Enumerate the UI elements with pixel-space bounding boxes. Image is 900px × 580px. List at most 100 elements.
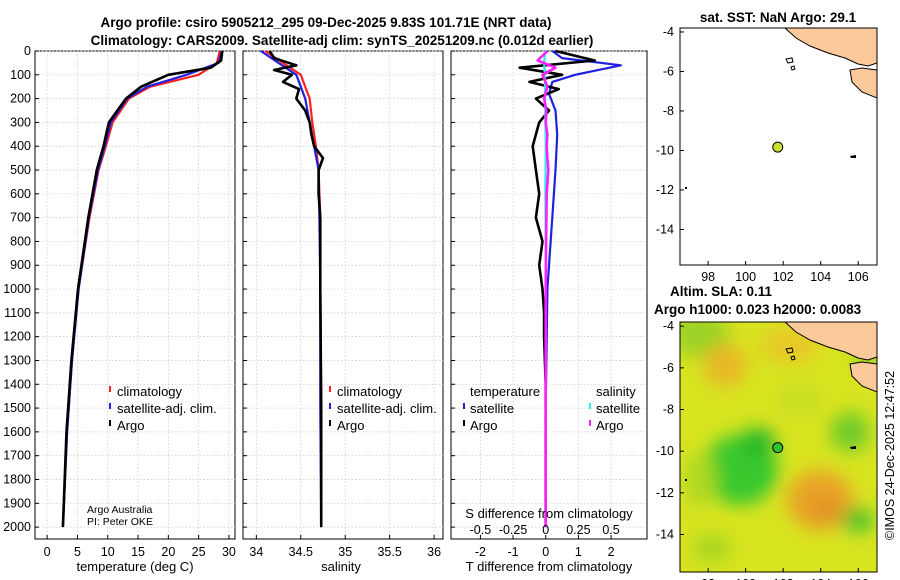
lon-tick-label: 104 (810, 577, 831, 580)
java-land (849, 67, 877, 99)
island-outline (785, 57, 794, 64)
lon-tick-label: 100 (735, 577, 756, 580)
x-tick-label: 35.5 (377, 545, 401, 559)
x-tick-label: 20 (161, 545, 175, 559)
sla-map-title1: Altim. SLA: 0.11 (670, 284, 773, 299)
s-tick-label: 0.5 (602, 523, 619, 537)
sst-land (685, 28, 877, 189)
difference-top-label: S difference from climatology (465, 506, 633, 521)
legend-satellite-label: satellite-adj. clim. (337, 401, 437, 416)
legend-satellite-label: satellite-adj. clim. (117, 401, 217, 416)
series-t-satellite (544, 50, 623, 528)
sumatra-land (784, 322, 877, 361)
legend-s-satellite-label: satellite (596, 401, 640, 416)
difference-xlabel: T difference from climatology (466, 559, 633, 574)
island-dot (685, 479, 687, 481)
sla-argo-marker (772, 442, 784, 454)
x-tick-label: 34.5 (289, 545, 313, 559)
temperature-xlabel: temperature (deg C) (76, 559, 193, 574)
legend-s-argo-label: Argo (596, 418, 623, 433)
x-tick-label: 0 (542, 545, 549, 559)
depth-tick-label: 600 (10, 187, 31, 201)
depth-tick-label: 1400 (3, 377, 31, 391)
x-tick-label: 0 (44, 545, 51, 559)
lat-tick-label: -12 (656, 486, 674, 500)
depth-tick-label: 1300 (3, 353, 31, 367)
sst-argo-marker (772, 141, 784, 153)
lon-tick-label: 100 (735, 270, 756, 284)
island-outline (790, 65, 796, 71)
legend-temperature-header: temperature (470, 384, 540, 399)
difference-legend: temperature satellite Argo salinity sate… (463, 384, 640, 433)
legend-argo-label: Argo (117, 418, 144, 433)
island-outline (850, 155, 856, 158)
credit-line2: PI: Peter OKE (87, 516, 153, 528)
x-tick-label: 35 (338, 545, 352, 559)
credit-line1: Argo Australia (87, 504, 153, 516)
depth-tick-label: 1900 (3, 496, 31, 510)
depth-tick-label: 1200 (3, 330, 31, 344)
x-tick-label: -2 (475, 545, 486, 559)
legend-t-satellite-label: satellite (470, 401, 514, 416)
depth-tick-label: 400 (10, 139, 31, 153)
lon-tick-label: 106 (848, 577, 869, 580)
legend-salinity-header: salinity (596, 384, 636, 399)
lon-tick-label: 106 (848, 270, 869, 284)
lat-tick-label: -8 (663, 104, 674, 118)
series-s-argo (536, 50, 557, 528)
depth-tick-label: 700 (10, 211, 31, 225)
temperature-panel: 0100200300400500600700800900100011001200… (3, 44, 236, 574)
x-tick-label: 36 (427, 545, 441, 559)
legend-climatology-label: climatology (337, 384, 403, 399)
legend-t-argo-label: Argo (470, 418, 497, 433)
lat-tick-label: -6 (663, 361, 674, 375)
legend-argo-label: Argo (337, 418, 364, 433)
timestamp: ©IMOS 24-Dec-2025 12:47:52 (883, 371, 897, 540)
lat-tick-label: -6 (663, 64, 674, 78)
x-tick-label: 5 (74, 545, 81, 559)
lon-tick-label: 102 (773, 270, 794, 284)
salinity-panel: 34 34.5 35 35.5 36 salinity climatology sate… (242, 50, 444, 574)
depth-tick-label: 1600 (3, 425, 31, 439)
depth-tick-label: 1700 (3, 449, 31, 463)
salinity-axes-frame (242, 50, 444, 540)
series-t-argo (518, 49, 597, 528)
sst-map-panel: sat. SST: NaN Argo: 29.1 98 100 102 104 106 -… (656, 10, 878, 284)
lat-tick-label: -12 (656, 183, 674, 197)
lat-tick-label: -10 (656, 444, 674, 458)
sla-map-frame (679, 321, 878, 573)
depth-tick-label: 1000 (3, 282, 31, 296)
figure-title-line1: Argo profile: csiro 5905212_295 09-Dec-2… (101, 15, 552, 30)
x-tick-label: -1 (508, 545, 519, 559)
depth-tick-label: 200 (10, 92, 31, 106)
lat-tick-label: -10 (656, 143, 674, 157)
lon-tick-label: 104 (810, 270, 831, 284)
depth-tick-label: 0 (24, 44, 31, 58)
sst-map-frame (679, 27, 878, 266)
temperature-axes-frame (34, 50, 236, 540)
island-outline (790, 355, 796, 361)
lon-tick-label: 98 (701, 577, 715, 580)
x-tick-label: 30 (222, 545, 236, 559)
sst-map-title: sat. SST: NaN Argo: 29.1 (700, 10, 857, 25)
lat-tick-label: -4 (663, 25, 674, 39)
s-tick-label: -0.5 (470, 523, 492, 537)
temperature-legend: climatology satellite-adj. clim. Argo (109, 384, 217, 433)
salinity-xlabel: salinity (321, 559, 361, 574)
figure-title-line2: Climatology: CARS2009. Satellite-adj cli… (91, 33, 594, 48)
depth-tick-label: 2000 (3, 520, 31, 534)
series-argo (268, 50, 325, 528)
sla-field (680, 322, 877, 572)
depth-tick-label: 1800 (3, 472, 31, 486)
lat-tick-label: -14 (656, 528, 674, 542)
island-dot (685, 187, 687, 189)
java-land (849, 361, 877, 393)
depth-tick-label: 1100 (4, 306, 31, 320)
x-tick-label: 2 (608, 545, 615, 559)
lat-tick-label: -14 (656, 222, 674, 236)
legend-climatology-label: climatology (117, 384, 183, 399)
sla-map-title2: Argo h1000: 0.023 h2000: 0.0083 (654, 302, 862, 317)
depth-tick-label: 500 (10, 163, 31, 177)
depth-tick-label: 800 (10, 234, 31, 248)
x-tick-label: 1 (575, 545, 582, 559)
